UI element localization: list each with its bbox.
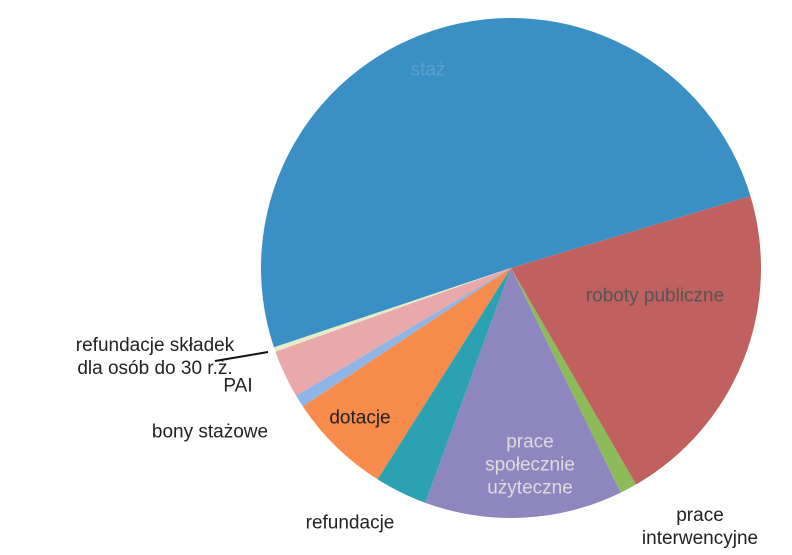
slice-label: roboty publiczne (585, 285, 725, 307)
slice-label: prace społecznie użyteczne (485, 431, 575, 499)
pie-slice (261, 18, 751, 348)
pie-slice (296, 268, 511, 407)
pie-slice (377, 268, 511, 503)
pie-slice (511, 268, 637, 493)
slice-label: prace interwencyjne (641, 505, 759, 549)
leader-line (214, 351, 269, 362)
slice-label: PAI (223, 375, 253, 397)
slice-label: refundacje (305, 512, 395, 534)
slice-label: staż (410, 59, 446, 81)
slice-label: refundacje składek dla osób do 30 r.ż. (75, 335, 235, 379)
slice-label: bony stażowe (151, 421, 269, 443)
pie-slice (302, 268, 511, 480)
slice-label: dotacje (329, 407, 391, 429)
pie-slice (273, 268, 511, 352)
pie-slice (275, 268, 511, 396)
pie-slice (425, 268, 621, 518)
pie-slice (511, 196, 762, 485)
